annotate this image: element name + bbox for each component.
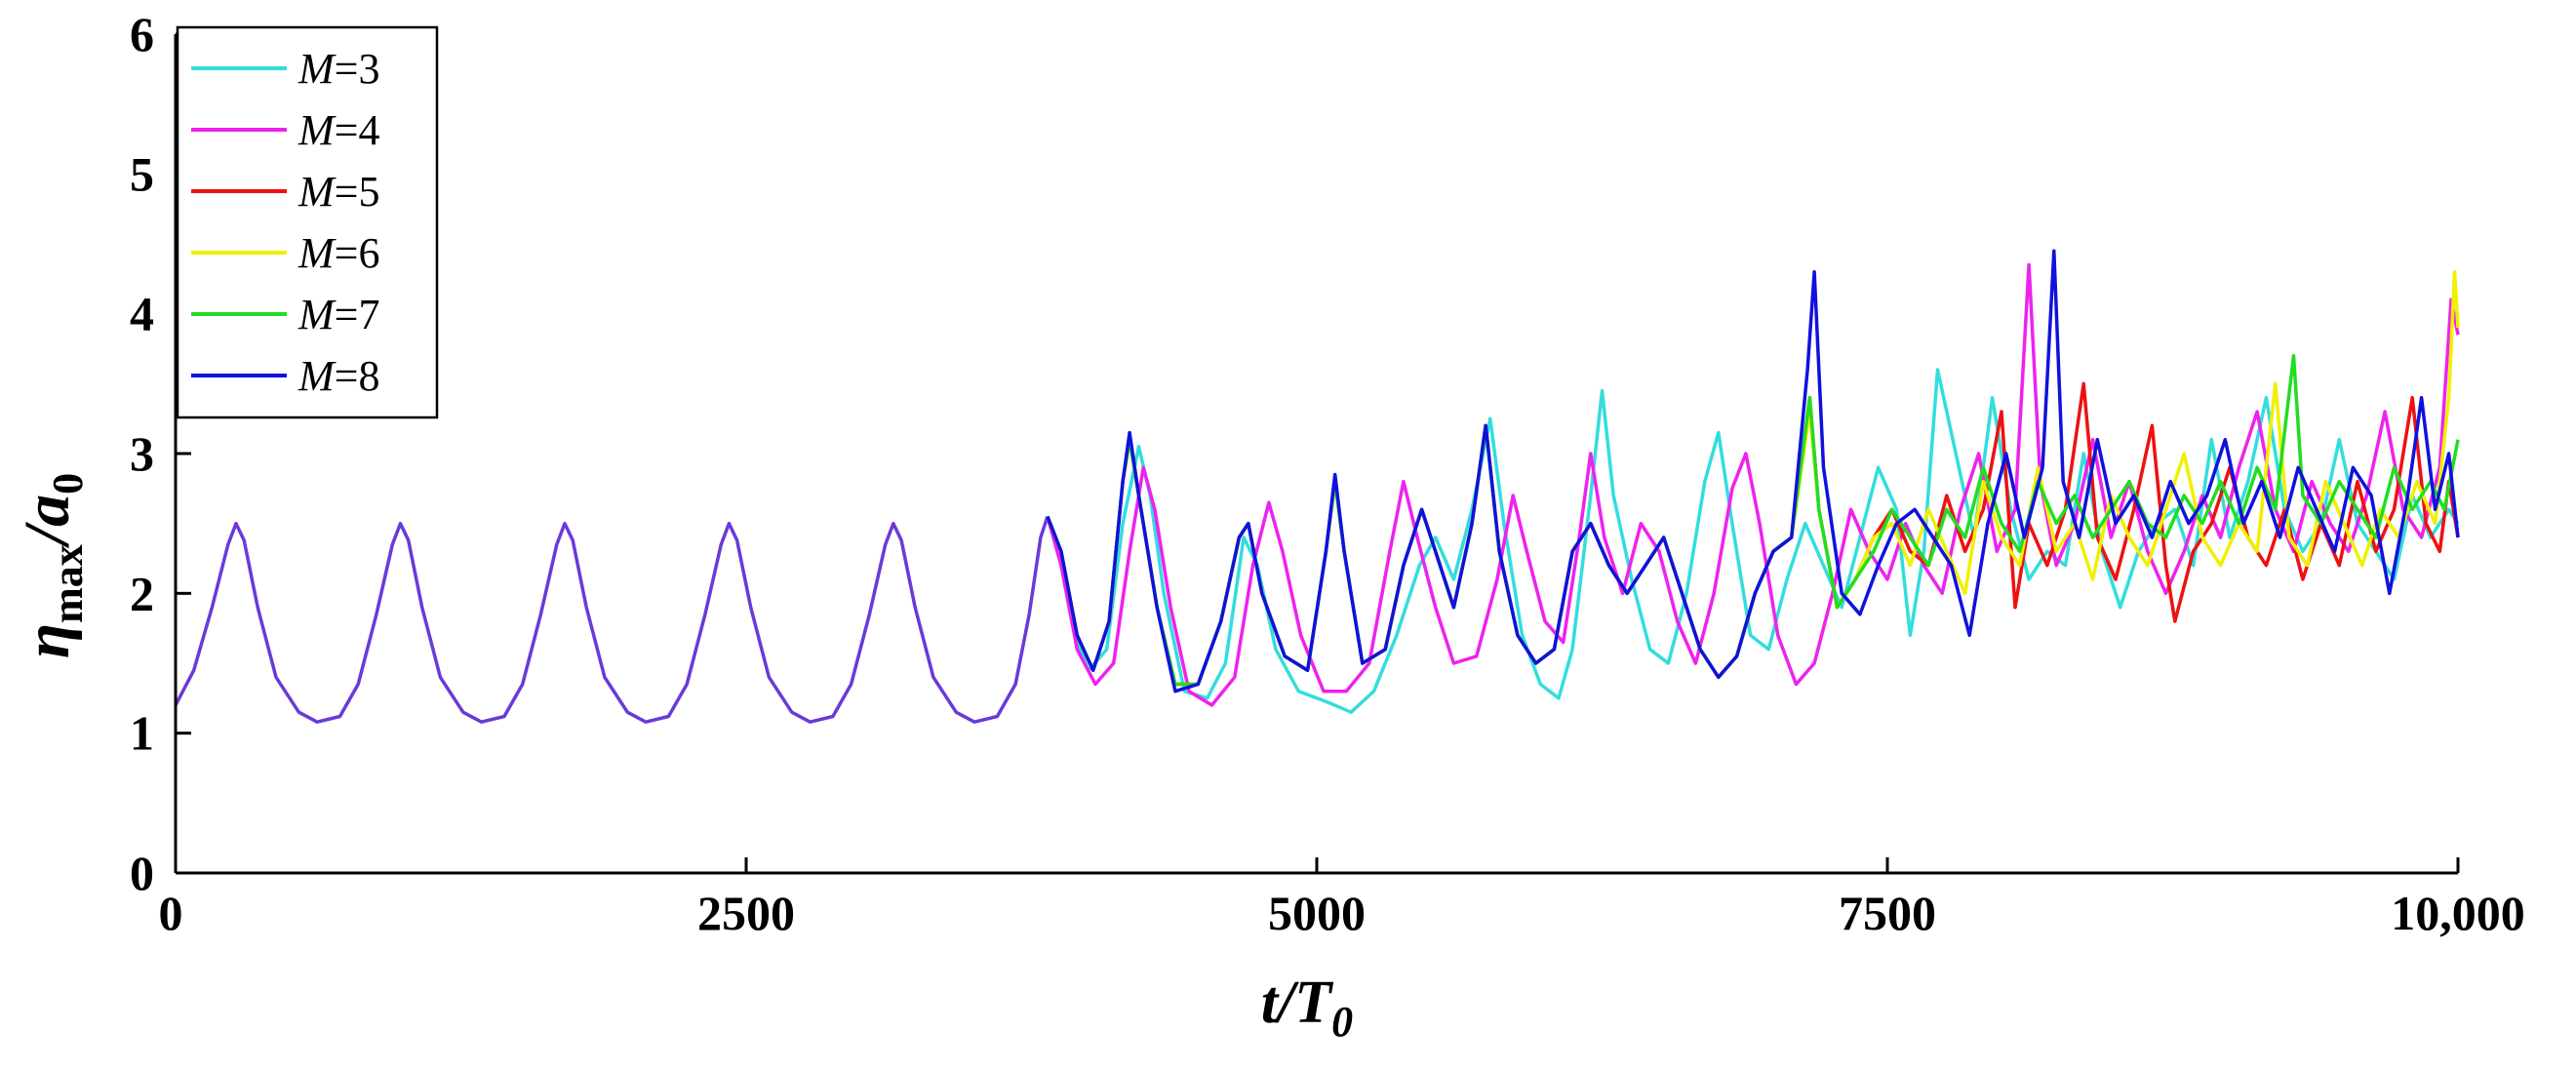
legend-label-val: =6 — [335, 229, 380, 277]
x-axis-label-main: t/T — [1261, 970, 1333, 1036]
y-tick-label: 2 — [130, 566, 154, 620]
legend-label-m4: M=4 — [297, 106, 379, 154]
legend-label-val: =7 — [335, 291, 380, 338]
y-axis-label-tail-sub: 0 — [44, 473, 92, 495]
x-axis-label: t/T0 — [1261, 970, 1353, 1046]
y-axis-label-sub: max — [44, 544, 92, 623]
x-tick-label: 10,000 — [2391, 886, 2525, 940]
y-tick-label: 3 — [130, 426, 154, 481]
legend-label-var: M — [297, 106, 337, 154]
y-axis-label-tail: /a — [12, 495, 83, 548]
axes-layer: 0 2500 5000 7500 10,000 0 1 2 3 4 5 6 — [130, 7, 2525, 940]
legend: M=3M=4M=5M=6M=7M=8 — [176, 25, 439, 419]
y-tick-label: 0 — [130, 846, 154, 900]
x-tick-label: 2500 — [697, 886, 795, 940]
y-tick-label: 6 — [130, 7, 154, 61]
legend-label-m5: M=5 — [297, 168, 379, 216]
y-axis-label-main: η — [12, 623, 83, 658]
legend-label-var: M — [297, 291, 337, 338]
legend-box — [176, 25, 439, 419]
legend-label-m3: M=3 — [297, 45, 379, 93]
series-layer — [174, 249, 2460, 724]
legend-label-var: M — [297, 229, 337, 277]
legend-label-var: M — [297, 352, 337, 400]
y-axis-label: ηmax/a0 — [12, 473, 92, 658]
legend-label-val: =5 — [335, 168, 380, 216]
x-axis-label-sub: 0 — [1331, 998, 1353, 1046]
x-tick-label: 5000 — [1268, 886, 1366, 940]
series-line-m8 — [1046, 249, 2460, 694]
y-tick-label: 5 — [130, 146, 154, 201]
legend-label-val: =3 — [335, 45, 380, 93]
x-tick-label: 0 — [159, 886, 183, 940]
x-tick-label: 7500 — [1839, 886, 1936, 940]
y-tick-label: 1 — [130, 706, 154, 761]
y-tick-label: 4 — [130, 287, 154, 341]
legend-label-val: =8 — [335, 352, 380, 400]
legend-label-m7: M=7 — [297, 291, 379, 338]
legend-label-m8: M=8 — [297, 352, 379, 400]
legend-label-var: M — [297, 168, 337, 216]
common-series-line — [174, 515, 1050, 724]
legend-label-var: M — [297, 45, 337, 93]
legend-label-m6: M=6 — [297, 229, 379, 277]
legend-label-val: =4 — [335, 106, 380, 154]
